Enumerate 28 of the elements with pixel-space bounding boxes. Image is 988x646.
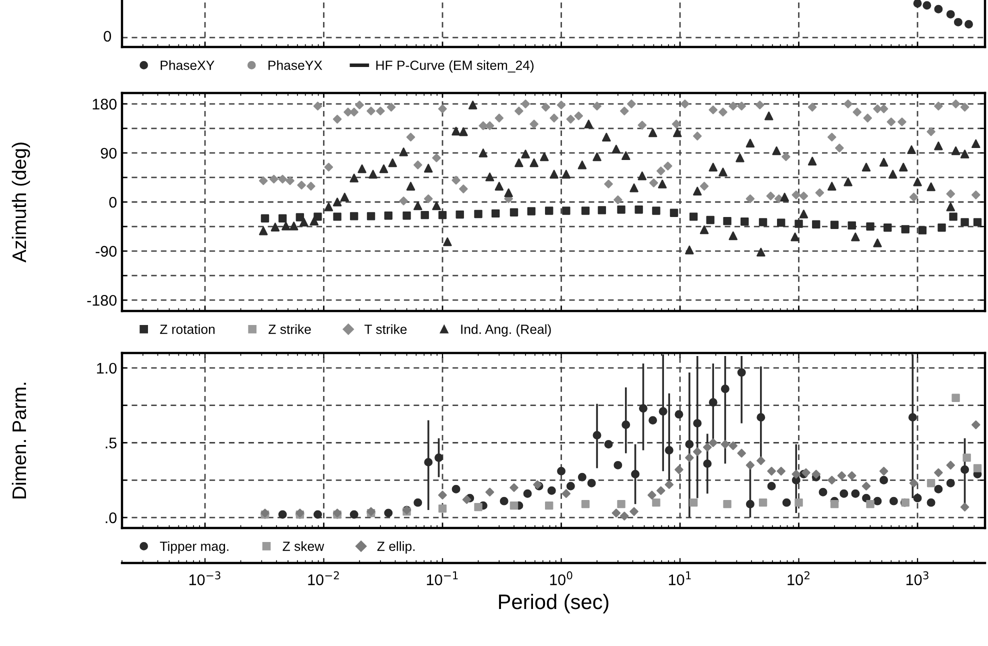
legend-label: Z skew (282, 541, 324, 551)
legend-label: PhaseXY (160, 60, 214, 70)
x-tick-label: 10$^{−1}$ (426, 571, 458, 586)
y-tick-label: .0 (106, 512, 117, 524)
y-tick-label: .5 (106, 438, 116, 448)
x-tick-label: 10$^{−2}$ (308, 571, 339, 586)
legend-label: Tipper mag. (160, 541, 228, 554)
y-tick-label: -180 (87, 294, 117, 306)
y-tick-label: 90 (100, 148, 117, 159)
y-tick-label: -90 (96, 246, 117, 257)
legend-label: Z rotation (160, 324, 215, 334)
x-axis-title: Period (sec) (499, 594, 608, 614)
legend-label: PhaseYX (268, 60, 322, 70)
legend-label: T strike (364, 324, 407, 334)
x-tick-label: 10$^{0}$ (550, 571, 572, 586)
y-axis-title: Azimuth (deg) (12, 142, 30, 262)
legend-label: Z ellip. (377, 541, 415, 554)
legend-label: Ind. Ang. (Real) (461, 324, 551, 337)
y-tick-label: 0 (109, 196, 117, 208)
legend-label: Z strike (268, 324, 311, 334)
y-tick-label: 180 (92, 98, 117, 110)
x-tick-label: 10$^{3}$ (906, 571, 928, 586)
y-tick-label: 1.0 (97, 362, 117, 374)
y-axis-title: Dimen. Parm. (12, 382, 26, 498)
x-tick-label: 10$^{2}$ (788, 571, 810, 586)
x-tick-label: 10$^{−3}$ (189, 571, 220, 586)
legend-label: HF P-Curve (EM sitem_24) (376, 60, 534, 73)
x-tick-label: 10$^{1}$ (668, 571, 691, 586)
